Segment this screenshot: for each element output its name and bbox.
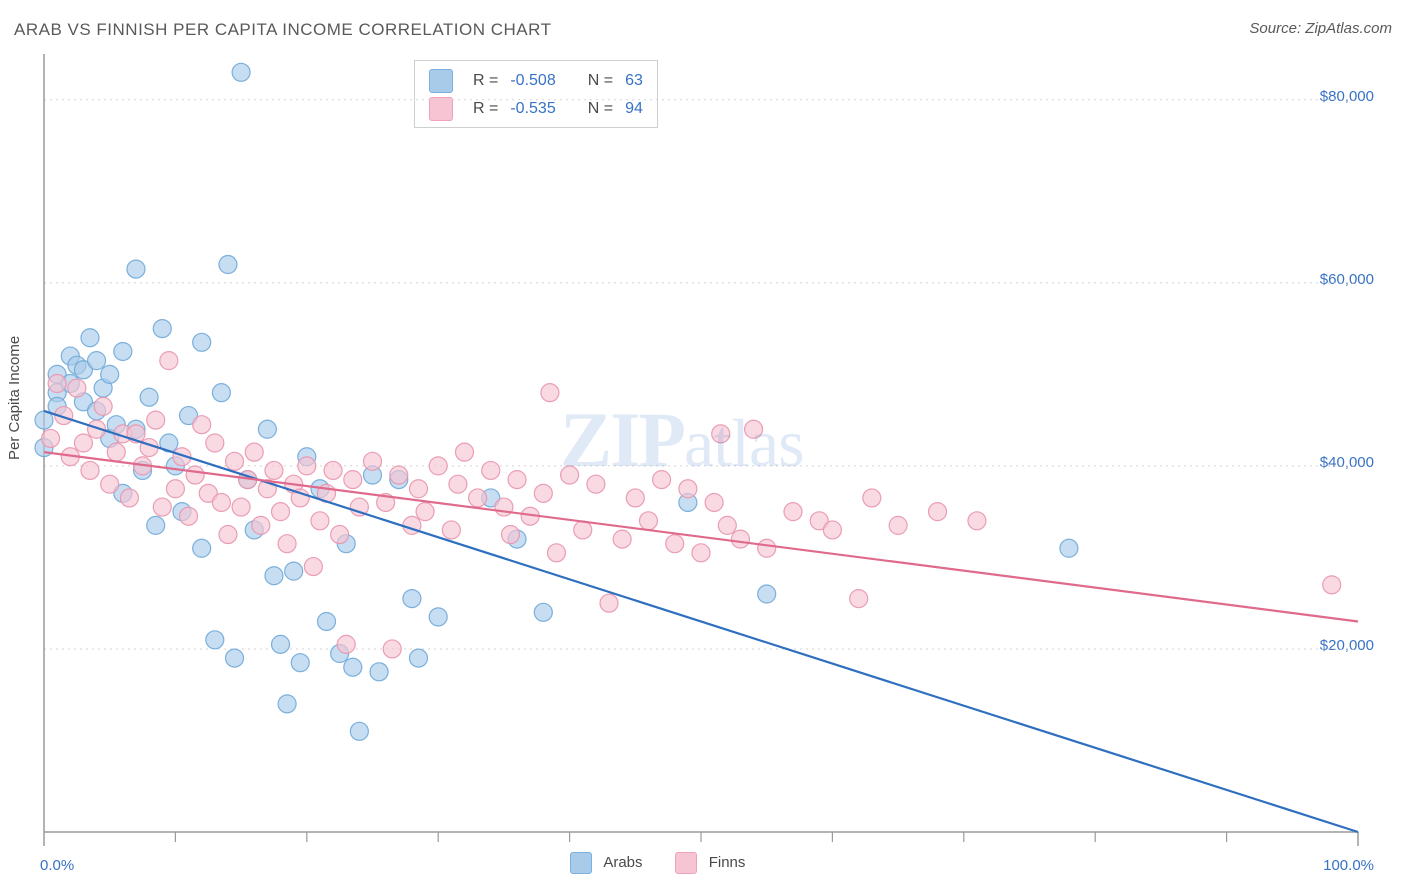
scatter-plot <box>0 0 1406 892</box>
